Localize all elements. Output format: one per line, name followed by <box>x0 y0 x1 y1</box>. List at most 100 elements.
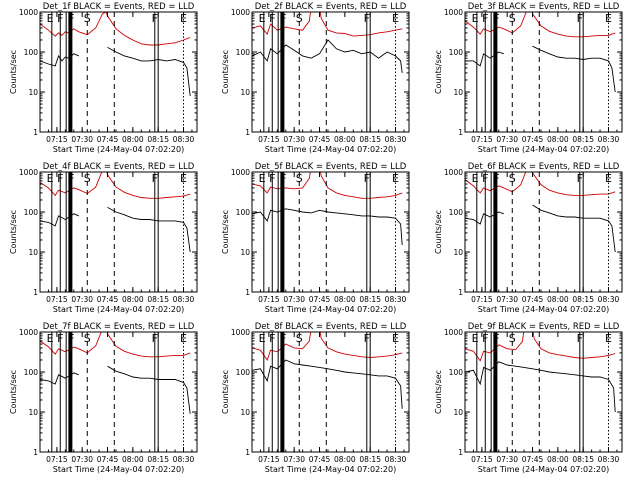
y-tick-label: 1 <box>245 128 250 137</box>
y-tick-label: 1 <box>33 288 38 297</box>
y-axis-label: Counts/sec <box>434 210 443 254</box>
x-tick-label: 07:15 <box>258 135 280 144</box>
lld-series-line <box>465 12 616 38</box>
flag-letter: S <box>84 12 91 25</box>
plot-frame <box>464 171 623 293</box>
x-tick-label: 08:30 <box>385 455 407 464</box>
panel-title: Det_4f BLACK = Events, RED = LLD <box>43 162 195 172</box>
x-tick-label: 08:00 <box>547 135 569 144</box>
y-tick-label: 10 <box>453 248 463 257</box>
y-tick-label: 10 <box>240 88 250 97</box>
flag-letter: F <box>269 332 275 345</box>
x-tick-label: 08:30 <box>173 295 195 304</box>
y-tick-label: 10 <box>28 248 38 257</box>
x-tick-label: 08:15 <box>359 295 381 304</box>
flag-letter: E <box>472 12 479 25</box>
x-tick-label: 08:30 <box>598 135 620 144</box>
flag-letter: E <box>392 172 399 185</box>
x-tick-label: 08:30 <box>385 295 407 304</box>
x-tick-label: 07:45 <box>97 295 119 304</box>
flag-letter: F <box>152 332 158 345</box>
x-tick-label: 07:15 <box>258 455 280 464</box>
x-tick-label: 08:15 <box>572 135 594 144</box>
flag-letter: E <box>472 172 479 185</box>
flag-letter: F <box>493 12 499 25</box>
y-tick-label: 100 <box>24 208 39 217</box>
flag-letter: E <box>605 12 612 25</box>
lld-series-line <box>252 12 403 37</box>
x-axis-label: Start Time (24-May-04 07:02:20) <box>265 465 396 474</box>
y-axis-label: Counts/sec <box>221 210 230 254</box>
plot-frame <box>464 11 623 133</box>
flag-letter: E <box>180 332 187 345</box>
x-tick-label: 08:00 <box>334 295 356 304</box>
y-tick-label: 100 <box>236 48 251 57</box>
x-tick-label: 07:15 <box>46 135 68 144</box>
x-axis-label: Start Time (24-May-04 07:02:20) <box>478 145 609 154</box>
x-tick-label: 08:30 <box>385 135 407 144</box>
plot-frame <box>39 171 198 293</box>
flag-letter: F <box>57 332 63 345</box>
flag-letter: F <box>280 332 286 345</box>
x-axis-label: Start Time (24-May-04 07:02:20) <box>53 465 184 474</box>
flag-letter: F <box>57 12 63 25</box>
x-tick-label: 07:45 <box>522 295 544 304</box>
y-tick-label: 10 <box>240 408 250 417</box>
x-tick-label: 07:30 <box>496 455 518 464</box>
x-tick-label: 07:45 <box>522 135 544 144</box>
y-axis-label: Counts/sec <box>221 370 230 414</box>
y-tick-label: 1 <box>458 128 463 137</box>
y-tick-label: 1 <box>245 448 250 457</box>
flag-letter: E <box>180 172 187 185</box>
lld-series-line <box>40 12 191 46</box>
y-tick-label: 1000 <box>19 8 38 17</box>
flag-letter: S <box>509 172 516 185</box>
flag-letter: S <box>296 12 303 25</box>
flag-letter: E <box>180 12 187 25</box>
x-tick-label: 07:30 <box>283 295 305 304</box>
events-series-line <box>465 204 616 253</box>
plot-frame <box>251 171 410 293</box>
panel-title: Det_5f BLACK = Events, RED = LLD <box>255 162 407 172</box>
flag-letter: F <box>269 172 275 185</box>
x-tick-label: 08:00 <box>334 135 356 144</box>
flag-letter: F <box>482 332 488 345</box>
y-tick-label: 100 <box>24 48 39 57</box>
flag-letter: E <box>47 172 54 185</box>
flag-letter: F <box>577 332 583 345</box>
flag-letter: F <box>577 12 583 25</box>
flag-letter: E <box>605 172 612 185</box>
y-tick-label: 10 <box>453 88 463 97</box>
x-tick-label: 07:45 <box>309 295 331 304</box>
flag-letter: F <box>68 172 74 185</box>
x-tick-label: 08:15 <box>572 455 594 464</box>
plot-frame <box>39 11 198 133</box>
y-axis-label: Counts/sec <box>9 210 18 254</box>
y-tick-label: 1 <box>33 448 38 457</box>
panel-title: Det_1f BLACK = Events, RED = LLD <box>43 2 195 12</box>
panel-title: Det_6f BLACK = Events, RED = LLD <box>468 162 620 172</box>
y-tick-label: 1 <box>458 448 463 457</box>
panel-title: Det_8f BLACK = Events, RED = LLD <box>255 322 407 332</box>
flag-letter: E <box>47 332 54 345</box>
x-tick-label: 07:45 <box>309 455 331 464</box>
flag-letter: F <box>280 12 286 25</box>
flag-letter: E <box>259 172 266 185</box>
panel-title: Det_2f BLACK = Events, RED = LLD <box>255 2 407 12</box>
x-tick-label: 07:15 <box>258 295 280 304</box>
flag-letter: F <box>269 12 275 25</box>
y-tick-label: 1000 <box>19 168 38 177</box>
y-tick-label: 1000 <box>231 328 250 337</box>
x-tick-label: 08:00 <box>334 455 356 464</box>
flag-letter: E <box>259 332 266 345</box>
x-tick-label: 08:00 <box>547 455 569 464</box>
y-tick-label: 1 <box>245 288 250 297</box>
x-axis-label: Start Time (24-May-04 07:02:20) <box>478 305 609 314</box>
